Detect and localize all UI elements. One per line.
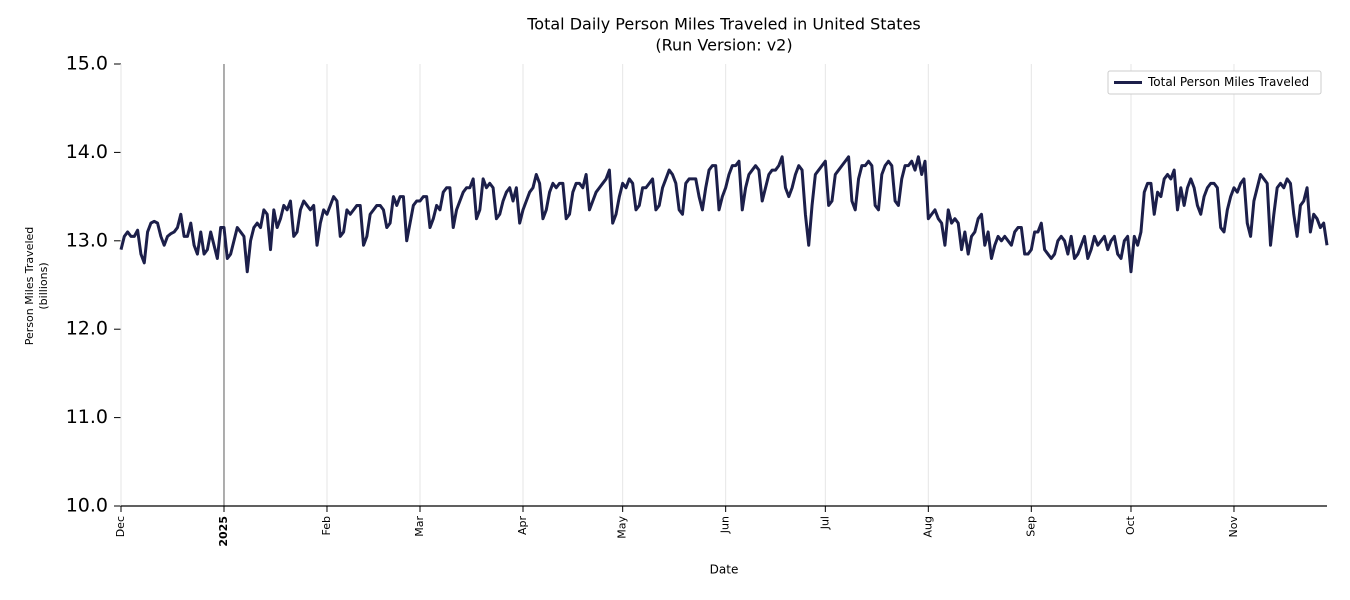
x-tick-label: Jun: [719, 516, 732, 534]
x-tick-label: Nov: [1227, 516, 1240, 538]
legend-label: Total Person Miles Traveled: [1147, 75, 1309, 89]
x-tick-label: Aug: [921, 516, 934, 537]
y-axis-label: Person Miles Traveled: [23, 227, 36, 346]
y-tick-label: 12.0: [66, 318, 108, 340]
x-tick-label: Jul: [818, 516, 831, 530]
chart-subtitle: (Run Version: v2): [655, 36, 792, 55]
y-tick-label: 10.0: [66, 495, 108, 517]
legend-box: [1107, 70, 1322, 95]
y-tick-label: 14.0: [66, 141, 108, 163]
x-axis-label: Date: [710, 563, 739, 577]
y-tick-label: 13.0: [66, 229, 108, 251]
x-tick-label: Mar: [413, 516, 426, 537]
x-tick-label: Oct: [1124, 515, 1137, 535]
x-tick-label: 2025: [217, 516, 230, 547]
x-tick-label: May: [616, 516, 629, 539]
x-tick-label: Feb: [320, 516, 333, 535]
y-axis-label: (billions): [37, 262, 50, 309]
x-tick-label: Sep: [1024, 516, 1037, 537]
y-tick-label: 11.0: [66, 406, 108, 428]
chart-title: Total Daily Person Miles Traveled in Uni…: [526, 15, 921, 34]
y-tick-label: 15.0: [66, 53, 108, 75]
x-tick-label: Apr: [516, 516, 529, 536]
data-line: [119, 155, 1329, 274]
x-tick-label: Dec: [114, 516, 127, 537]
